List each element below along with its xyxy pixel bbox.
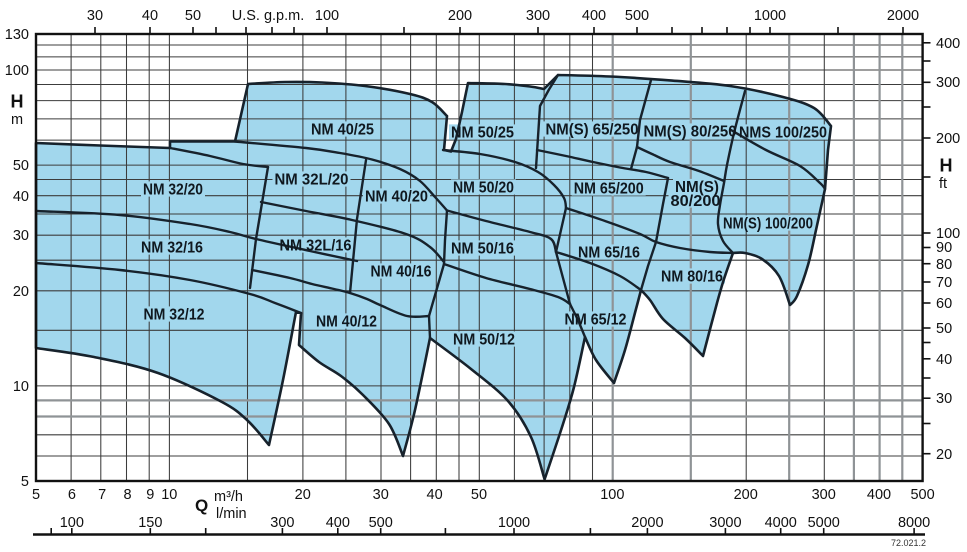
svg-text:4000: 4000 [765, 515, 797, 531]
svg-text:NM 40/25: NM 40/25 [311, 122, 374, 139]
svg-text:20: 20 [13, 284, 29, 300]
svg-text:5: 5 [32, 487, 40, 503]
svg-text:500: 500 [910, 487, 934, 503]
svg-text:9: 9 [146, 487, 154, 503]
svg-text:200: 200 [734, 487, 758, 503]
svg-text:2000: 2000 [631, 515, 663, 531]
svg-text:U.S. g.p.m.: U.S. g.p.m. [232, 8, 305, 24]
svg-text:NM 65/12: NM 65/12 [565, 312, 627, 329]
svg-text:50: 50 [185, 8, 201, 24]
svg-text:8: 8 [124, 487, 132, 503]
svg-text:10: 10 [161, 487, 177, 503]
svg-text:400: 400 [326, 515, 350, 531]
svg-text:200: 200 [936, 131, 960, 147]
svg-text:300: 300 [812, 487, 836, 503]
svg-text:500: 500 [369, 515, 393, 531]
svg-text:NM 40/16: NM 40/16 [371, 264, 432, 281]
svg-text:40: 40 [936, 352, 952, 368]
svg-text:H: H [940, 156, 953, 176]
svg-text:NM 65/16: NM 65/16 [578, 245, 640, 262]
svg-text:40: 40 [142, 8, 158, 24]
svg-text:300: 300 [270, 515, 294, 531]
svg-text:100: 100 [936, 226, 960, 242]
svg-text:l/min: l/min [216, 506, 247, 522]
svg-text:NM(S) 65/250: NM(S) 65/250 [546, 122, 639, 139]
svg-text:8000: 8000 [898, 515, 930, 531]
svg-text:70: 70 [936, 275, 952, 291]
svg-text:72.021.2: 72.021.2 [891, 538, 926, 547]
svg-text:400: 400 [867, 487, 891, 503]
svg-text:6: 6 [68, 487, 76, 503]
svg-text:NM(S): NM(S) [675, 179, 719, 196]
svg-text:130: 130 [5, 27, 29, 43]
svg-text:80: 80 [936, 257, 952, 273]
svg-text:1000: 1000 [754, 8, 786, 24]
svg-text:80/200: 80/200 [671, 193, 721, 210]
svg-text:100: 100 [5, 63, 29, 79]
svg-text:NM 32/20: NM 32/20 [143, 182, 203, 199]
svg-text:7: 7 [98, 487, 106, 503]
svg-text:300: 300 [936, 75, 960, 91]
svg-text:60: 60 [936, 296, 952, 312]
svg-text:NM 32/16: NM 32/16 [141, 240, 203, 257]
svg-text:NM 50/16: NM 50/16 [451, 241, 514, 258]
svg-text:300: 300 [526, 8, 550, 24]
svg-text:NM 32L/20: NM 32L/20 [275, 172, 349, 189]
svg-text:5000: 5000 [808, 515, 840, 531]
svg-text:400: 400 [936, 36, 960, 52]
svg-text:30: 30 [13, 228, 29, 244]
svg-text:50: 50 [13, 158, 29, 174]
svg-text:1000: 1000 [498, 515, 530, 531]
svg-text:400: 400 [582, 8, 606, 24]
svg-text:30: 30 [936, 391, 952, 407]
svg-text:NM(S) 80/250: NM(S) 80/250 [644, 124, 737, 141]
svg-text:NM 50/20: NM 50/20 [453, 180, 514, 197]
svg-text:m: m [11, 112, 23, 128]
svg-text:2000: 2000 [887, 8, 919, 24]
svg-text:5: 5 [21, 474, 29, 490]
svg-text:NM 32/12: NM 32/12 [144, 307, 205, 324]
svg-text:NM 65/200: NM 65/200 [574, 181, 644, 198]
svg-text:10: 10 [13, 379, 29, 395]
svg-text:20: 20 [936, 447, 952, 463]
svg-text:NM 50/12: NM 50/12 [453, 332, 515, 349]
svg-text:50: 50 [936, 321, 952, 337]
svg-text:ft: ft [939, 176, 947, 192]
svg-text:NM 32L/16: NM 32L/16 [280, 238, 352, 255]
svg-text:3000: 3000 [709, 515, 741, 531]
svg-text:150: 150 [138, 515, 162, 531]
svg-text:Q: Q [195, 496, 208, 515]
svg-text:500: 500 [625, 8, 649, 24]
svg-text:NM 40/20: NM 40/20 [365, 189, 428, 206]
svg-text:40: 40 [13, 189, 29, 205]
svg-text:NM 80/16: NM 80/16 [661, 269, 723, 286]
svg-text:30: 30 [373, 487, 389, 503]
svg-text:NM 50/25: NM 50/25 [451, 125, 514, 142]
svg-text:H: H [11, 92, 24, 112]
svg-text:200: 200 [448, 8, 472, 24]
svg-text:100: 100 [315, 8, 339, 24]
svg-text:m³/h: m³/h [214, 489, 243, 505]
svg-text:40: 40 [427, 487, 443, 503]
svg-text:20: 20 [295, 487, 311, 503]
svg-text:50: 50 [471, 487, 487, 503]
svg-text:NM(S) 100/200: NM(S) 100/200 [723, 216, 813, 233]
svg-text:NMS 100/250: NMS 100/250 [739, 125, 827, 142]
svg-text:NM 40/12: NM 40/12 [316, 314, 377, 331]
svg-text:90: 90 [936, 240, 952, 256]
svg-text:100: 100 [600, 487, 624, 503]
svg-text:30: 30 [87, 8, 103, 24]
svg-text:100: 100 [60, 515, 84, 531]
